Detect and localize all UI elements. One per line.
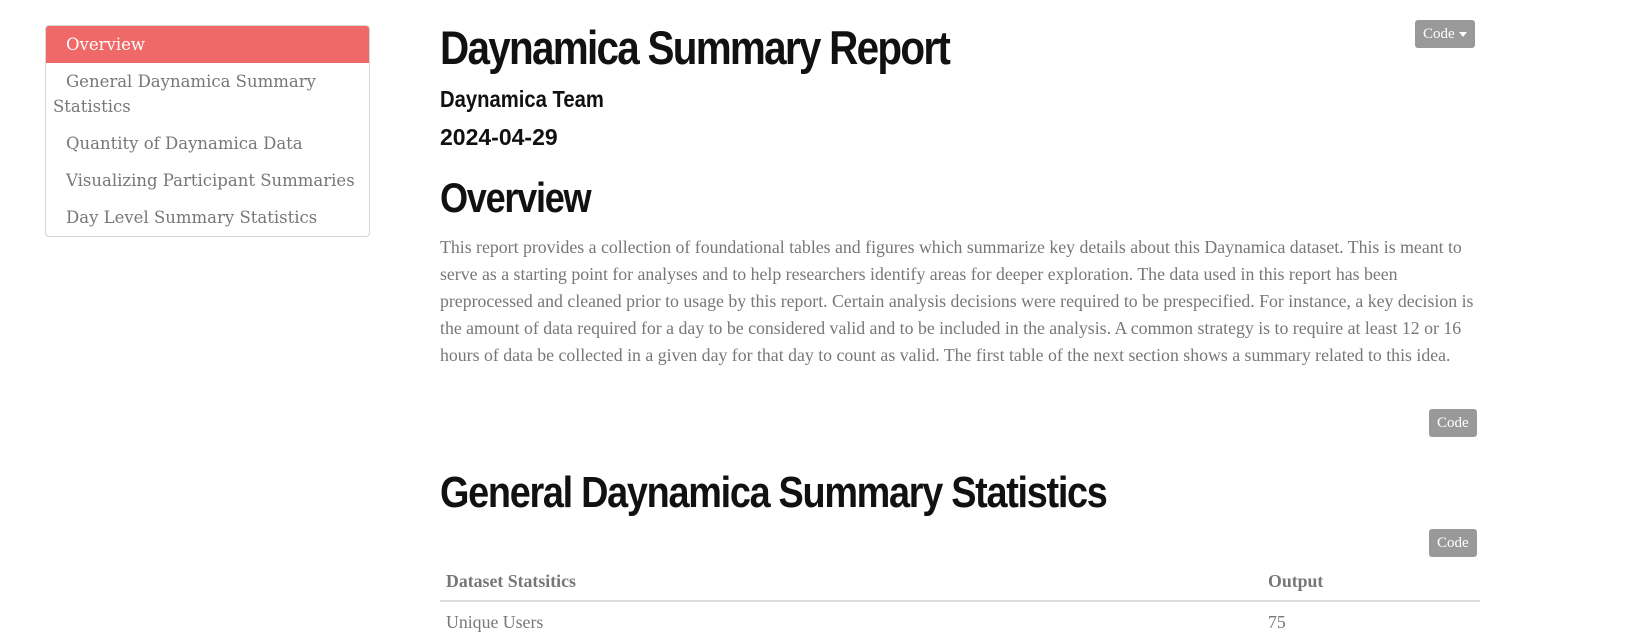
toc-item-quantity-of-data[interactable]: Quantity of Daynamica Data bbox=[66, 134, 303, 153]
toc-item-day-level-summary-statistics[interactable]: Day Level Summary Statistics bbox=[66, 208, 318, 227]
author: Daynamica Team bbox=[440, 86, 604, 112]
code-menu-label: Code bbox=[1423, 26, 1455, 42]
column-header: Output bbox=[1262, 566, 1480, 602]
report-date: 2024-04-29 bbox=[440, 124, 558, 150]
caret-down-icon bbox=[1458, 32, 1467, 38]
column-header: Dataset Statsitics bbox=[440, 566, 1262, 602]
code-menu-button[interactable]: Code bbox=[1415, 20, 1475, 48]
table-cell: 75 bbox=[1268, 612, 1286, 632]
general-summary-heading: General Daynamica Summary Statistics bbox=[440, 468, 1108, 517]
overview-heading: Overview bbox=[440, 174, 592, 221]
table-cell: Unique Users bbox=[446, 612, 544, 632]
toc-item-overview[interactable]: Overview bbox=[46, 26, 369, 63]
toc-item-visualizing-participant-summaries[interactable]: Visualizing Participant Summaries bbox=[66, 171, 355, 190]
table-header-row: Dataset Statsitics Output bbox=[440, 566, 1480, 602]
page-title: Daynamica Summary Report bbox=[440, 21, 951, 74]
toc-item-general-summary-statistics[interactable]: General Daynamica Summary Statistics bbox=[53, 72, 316, 116]
code-button[interactable]: Code bbox=[1429, 409, 1477, 437]
table-of-contents: Overview General Daynamica Summary Stati… bbox=[45, 25, 370, 237]
summary-table: Dataset Statsitics Output Unique Users 7… bbox=[440, 566, 1480, 635]
table-row: Unique Users 75 bbox=[440, 601, 1480, 635]
code-button[interactable]: Code bbox=[1429, 529, 1477, 557]
overview-paragraph: This report provides a collection of fou… bbox=[440, 237, 1474, 365]
